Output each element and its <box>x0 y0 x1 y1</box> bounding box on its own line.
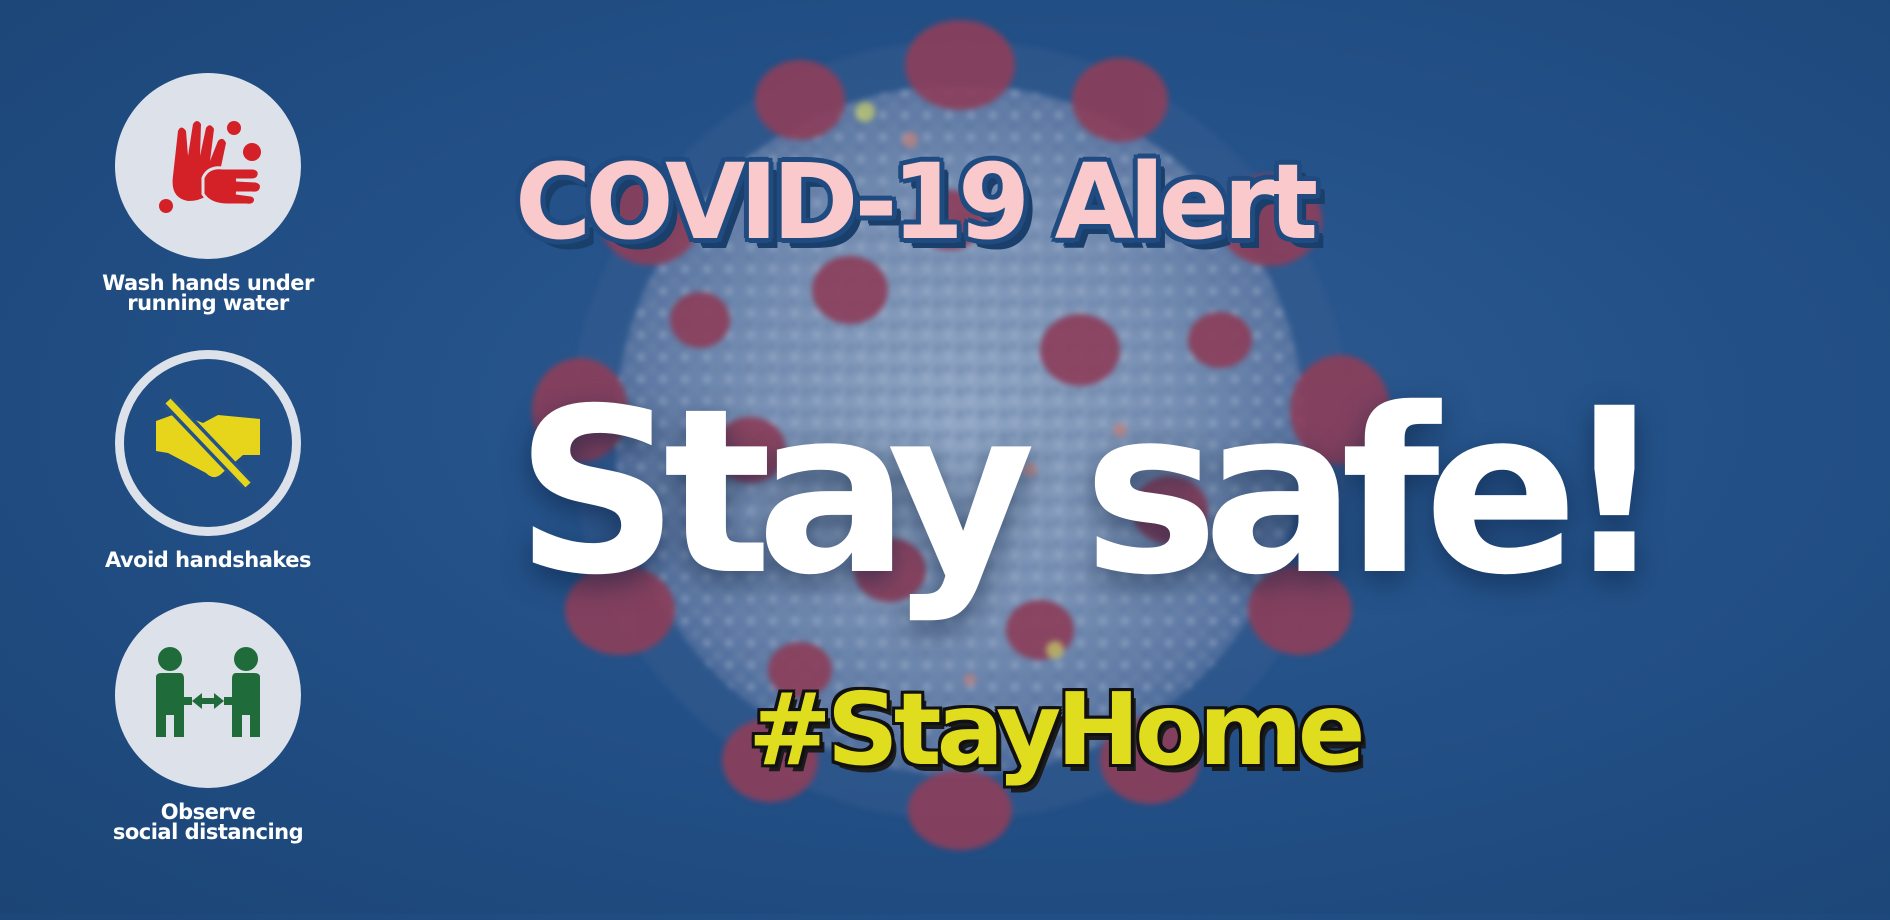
hashtag: #StayHome <box>748 671 1366 788</box>
tip-avoid-handshakes: Avoid handshakes <box>43 350 373 572</box>
headline: Stay safe! <box>515 359 1666 625</box>
tip-label: Wash hands under running water <box>102 271 314 315</box>
social-distancing-icon <box>156 647 260 737</box>
prevention-tips: Wash hands under running water Avoid han… <box>0 0 420 914</box>
tip-circle <box>115 73 301 259</box>
tip-wash-hands: Wash hands under running water <box>43 73 373 315</box>
washing-hands-icon <box>159 121 263 213</box>
tip-circle <box>115 602 301 788</box>
tip-label: Avoid handshakes <box>104 548 312 572</box>
no-handshake-icon <box>156 396 260 490</box>
coronavirus-illustration <box>532 20 1390 850</box>
tip-social-distancing: Observe social distancing <box>43 602 373 844</box>
alert-title: COVID-19 Alert <box>515 141 1318 263</box>
tip-circle <box>115 350 301 536</box>
tip-label: Observe social distancing <box>112 800 304 844</box>
